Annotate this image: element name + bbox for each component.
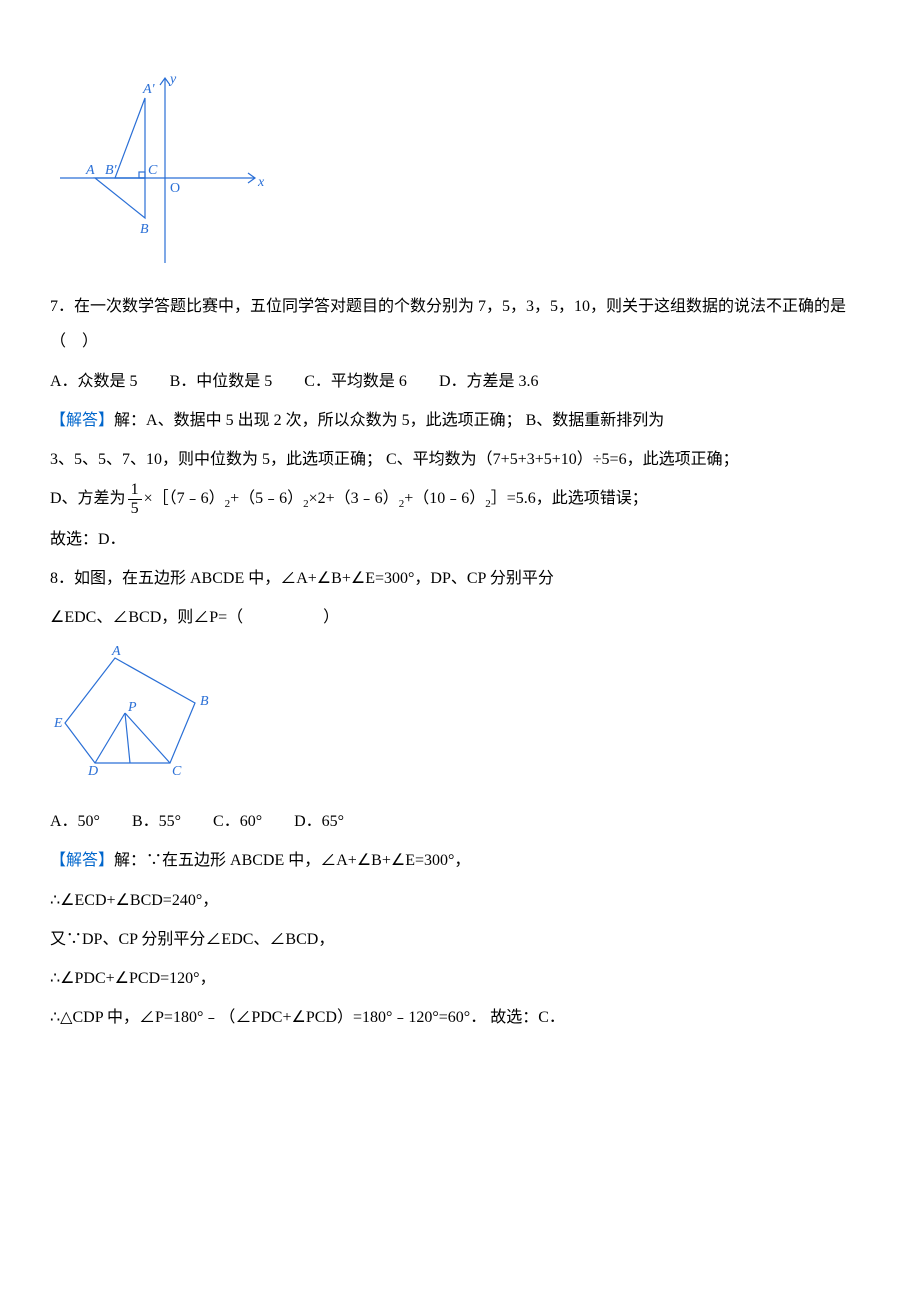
figure-2: A B C D E P	[50, 643, 870, 796]
q8-ans-line5: ∴△CDP 中，∠P=180°﹣（∠PDC+∠PCD）=180°﹣120°=60…	[50, 1000, 870, 1035]
q8-optA: A．50°	[50, 813, 100, 830]
q7-ans3-post: ×［（7﹣6）	[144, 490, 225, 507]
answer-label: 【解答】	[50, 412, 114, 429]
axes-diagram: A B' A' C B O x y	[50, 68, 270, 268]
q8-ans-line3: 又∵DP、CP 分别平分∠EDC、∠BCD，	[50, 922, 870, 957]
q7-options: A．众数是 5 B．中位数是 5 C．平均数是 6 D．方差是 3.6	[50, 364, 870, 399]
q7-optA: A．众数是 5	[50, 373, 138, 390]
q7-stem: 7．在一次数学答题比赛中，五位同学答对题目的个数分别为 7，5，3，5，10，则…	[50, 289, 870, 359]
label-Bp: B'	[105, 163, 118, 178]
q8-optC: C．60°	[213, 813, 262, 830]
q7-ans-line3: D、方差为15×［（7﹣6）2+（5﹣6）2×2+（3﹣6）2+（10﹣6）2］…	[50, 481, 870, 517]
q7-optB: B．中位数是 5	[170, 373, 273, 390]
q7-ans3d: ］=5.6，此选项错误；	[491, 490, 648, 507]
q7-ans-line1: 【解答】解：A、数据中 5 出现 2 次，所以众数为 5，此选项正确； B、数据…	[50, 403, 870, 438]
label-B2: B	[200, 694, 209, 709]
q8-stem: 8．如图，在五边形 ABCDE 中，∠A+∠B+∠E=300°，DP、CP 分别…	[50, 561, 870, 596]
q7-optD: D．方差是 3.6	[439, 373, 539, 390]
q7-ans1: 解：A、数据中 5 出现 2 次，所以众数为 5，此选项正确； B、数据重新排列…	[114, 412, 664, 429]
q7-ans3-pre: D、方差为	[50, 490, 126, 507]
q8-ans1: 解：∵在五边形 ABCDE 中，∠A+∠B+∠E=300°，	[114, 852, 470, 869]
label-A: A	[85, 163, 95, 178]
label-y: y	[168, 72, 177, 87]
answer-label-2: 【解答】	[50, 852, 114, 869]
q7-optC: C．平均数是 6	[304, 373, 407, 390]
q8-optB: B．55°	[132, 813, 181, 830]
q7-ans3a: +（5﹣6）	[230, 490, 303, 507]
pentagon-diagram: A B C D E P	[50, 643, 220, 783]
q7-ans-line2: 3、5、5、7、10，则中位数为 5，此选项正确； C、平均数为（7+5+3+5…	[50, 442, 870, 477]
label-P: P	[127, 700, 137, 715]
q8-options: A．50° B．55° C．60° D．65°	[50, 804, 870, 839]
label-x: x	[257, 175, 265, 190]
q8-ans-line2: ∴∠ECD+∠BCD=240°，	[50, 883, 870, 918]
q8-ans-line4: ∴∠PDC+∠PCD=120°，	[50, 961, 870, 996]
q7-ans3b: ×2+（3﹣6）	[309, 490, 399, 507]
q7-ans3c: +（10﹣6）	[404, 490, 485, 507]
q7-ans-line4: 故选：D．	[50, 522, 870, 557]
label-B: B	[140, 222, 149, 237]
label-C: C	[148, 163, 158, 178]
label-D2: D	[87, 764, 98, 779]
label-O: O	[170, 181, 180, 196]
q8-stem2: ∠EDC、∠BCD，则∠P=（ ）	[50, 600, 870, 635]
figure-1: A B' A' C B O x y	[50, 68, 870, 281]
q8-optD: D．65°	[294, 813, 344, 830]
label-A2: A	[111, 644, 121, 659]
fraction-one-fifth: 15	[128, 481, 142, 517]
label-E2: E	[53, 716, 63, 731]
label-Ap: A'	[142, 82, 156, 97]
q8-ans-line1: 【解答】解：∵在五边形 ABCDE 中，∠A+∠B+∠E=300°，	[50, 843, 870, 878]
label-C2: C	[172, 764, 182, 779]
